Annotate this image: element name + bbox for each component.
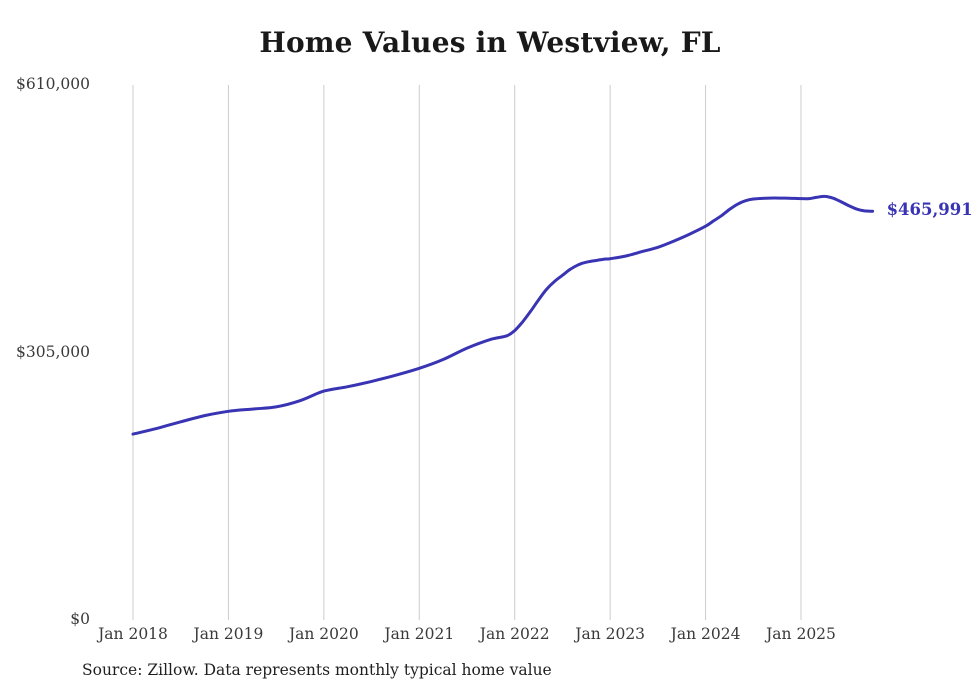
y-tick-label: $0 (70, 610, 90, 628)
x-tick-label: Jan 2025 (766, 625, 836, 643)
y-tick-label: $305,000 (16, 342, 90, 361)
x-tick-label: Jan 2023 (575, 625, 646, 643)
latest-value-label: $465,991 (886, 200, 973, 220)
x-tick-label: Jan 2024 (670, 625, 741, 643)
x-tick-label: Jan 2020 (288, 625, 359, 643)
x-tick-label: Jan 2018 (98, 625, 168, 643)
x-tick-label: Jan 2019 (193, 625, 264, 643)
home-value-line-series (131, 194, 875, 436)
y-tick-label: $610,000 (16, 75, 90, 93)
x-tick-label: Jan 2022 (479, 625, 550, 643)
x-tick-label: Jan 2021 (384, 625, 455, 643)
chart-title: Home Values in Westview, FL (259, 26, 721, 59)
source-attribution: Source: Zillow. Data represents monthly … (82, 661, 552, 679)
vertical-gridlines (132, 85, 802, 620)
